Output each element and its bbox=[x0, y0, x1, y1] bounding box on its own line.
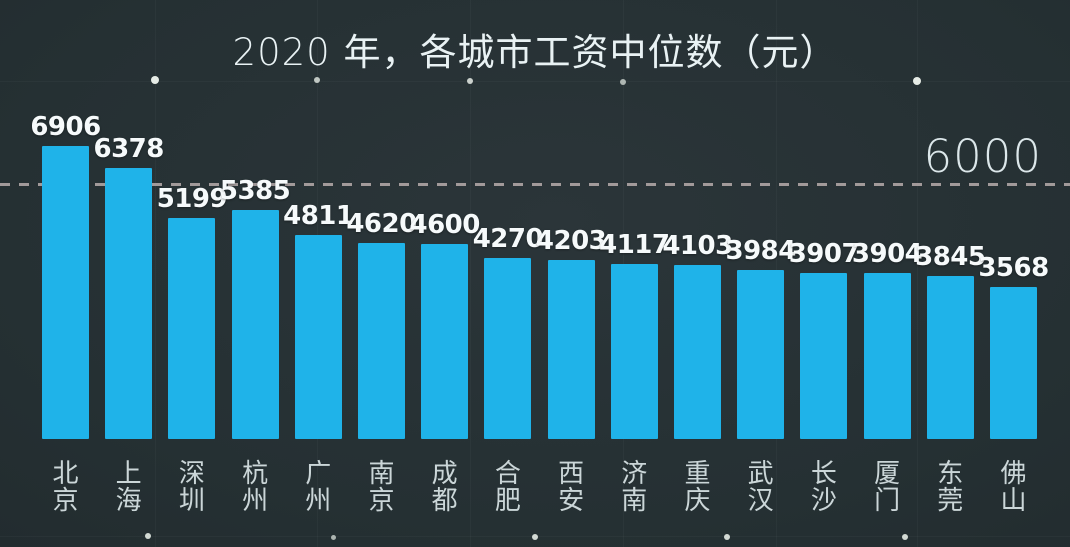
bar bbox=[168, 218, 216, 439]
bar-value-label: 5385 bbox=[219, 176, 291, 207]
decor-dot bbox=[902, 534, 908, 540]
bar-value-label: 3907 bbox=[788, 239, 860, 269]
bar-category-label: 深 圳 bbox=[178, 459, 205, 516]
bar-category-label: 北 京 bbox=[52, 459, 79, 516]
bar-value-label: 4203 bbox=[535, 226, 607, 257]
bar-category-label: 南 京 bbox=[368, 459, 395, 516]
bar-category-label: 长 沙 bbox=[810, 459, 837, 516]
bar-category-label: 合 肥 bbox=[494, 459, 521, 516]
bar bbox=[547, 260, 595, 439]
decor-dot bbox=[330, 534, 336, 540]
bar-value-label: 3984 bbox=[725, 235, 797, 266]
bar-value-label: 4620 bbox=[346, 208, 417, 239]
bar-value-label: 5199 bbox=[156, 184, 228, 214]
bar-value-label: 4600 bbox=[409, 209, 481, 240]
bar-value-label: 6906 bbox=[30, 111, 101, 142]
bar-category-label: 上 海 bbox=[115, 459, 142, 516]
bar-value-label: 3904 bbox=[851, 239, 923, 270]
bar bbox=[294, 234, 342, 439]
bar bbox=[105, 167, 153, 439]
bar bbox=[990, 287, 1037, 439]
bar-category-label: 成 都 bbox=[431, 459, 458, 516]
decor-dot bbox=[620, 79, 626, 85]
bar bbox=[800, 273, 848, 439]
decor-dot bbox=[314, 77, 320, 83]
decor-dot bbox=[467, 78, 473, 84]
bar bbox=[358, 242, 405, 439]
target-gridline bbox=[0, 183, 1070, 186]
bar bbox=[863, 273, 911, 439]
bar-category-label: 西 安 bbox=[558, 459, 585, 516]
bar-value-label: 4270 bbox=[472, 223, 544, 254]
bar bbox=[42, 145, 89, 439]
bar bbox=[737, 269, 785, 439]
chart-title: 2020 年，各城市工资中位数（元） bbox=[232, 31, 838, 74]
bar-category-label: 武 汉 bbox=[747, 459, 774, 516]
bar-category-label: 重 庆 bbox=[684, 459, 711, 516]
bar-category-label: 杭 州 bbox=[242, 459, 269, 516]
bar-value-label: 4103 bbox=[662, 230, 733, 261]
bar-category-label: 东 莞 bbox=[937, 459, 964, 516]
decor-dot bbox=[724, 534, 730, 540]
gridline-label: 6000 bbox=[923, 130, 1042, 183]
bar-value-label: 4811 bbox=[283, 200, 354, 231]
decor-dot bbox=[151, 76, 159, 84]
bar bbox=[231, 210, 279, 439]
bar-category-label: 济 南 bbox=[621, 459, 648, 516]
bar-category-label: 佛 山 bbox=[1000, 459, 1027, 516]
bar-category-label: 广 州 bbox=[305, 459, 332, 516]
bar bbox=[421, 243, 469, 439]
decor-dot bbox=[145, 533, 151, 539]
decor-dot bbox=[532, 534, 538, 540]
bar-value-label: 6378 bbox=[93, 133, 165, 164]
bar-value-label: 3845 bbox=[915, 241, 986, 272]
bar-category-label: 厦 门 bbox=[874, 459, 901, 516]
bar bbox=[926, 275, 974, 439]
bar bbox=[610, 264, 658, 439]
bar bbox=[674, 264, 721, 439]
bar bbox=[484, 257, 532, 439]
bar-value-label: 4117 bbox=[599, 230, 670, 260]
decor-dot bbox=[913, 77, 921, 85]
bar-value-label: 3568 bbox=[978, 253, 1049, 284]
